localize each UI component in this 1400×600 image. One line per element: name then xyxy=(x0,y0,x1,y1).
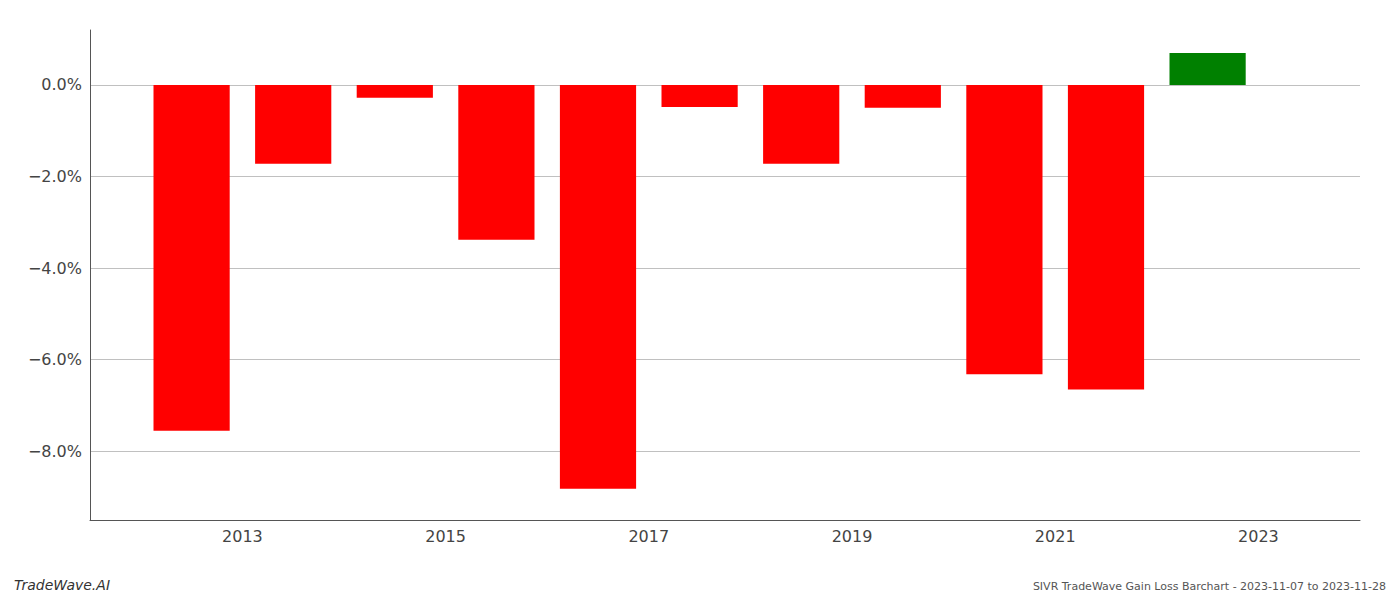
svg-text:−2.0%: −2.0% xyxy=(28,167,82,186)
svg-text:SIVR TradeWave Gain Loss Barch: SIVR TradeWave Gain Loss Barchart - 2023… xyxy=(1033,580,1386,593)
svg-text:2019: 2019 xyxy=(832,527,873,546)
svg-text:2015: 2015 xyxy=(425,527,466,546)
svg-text:2013: 2013 xyxy=(222,527,263,546)
svg-text:−8.0%: −8.0% xyxy=(28,442,82,461)
svg-text:2021: 2021 xyxy=(1035,527,1076,546)
svg-text:2023: 2023 xyxy=(1238,527,1279,546)
svg-text:2017: 2017 xyxy=(628,527,669,546)
svg-text:−6.0%: −6.0% xyxy=(28,350,82,369)
svg-text:0.0%: 0.0% xyxy=(41,75,82,94)
svg-text:−4.0%: −4.0% xyxy=(28,259,82,278)
svg-text:TradeWave.AI: TradeWave.AI xyxy=(14,577,110,593)
